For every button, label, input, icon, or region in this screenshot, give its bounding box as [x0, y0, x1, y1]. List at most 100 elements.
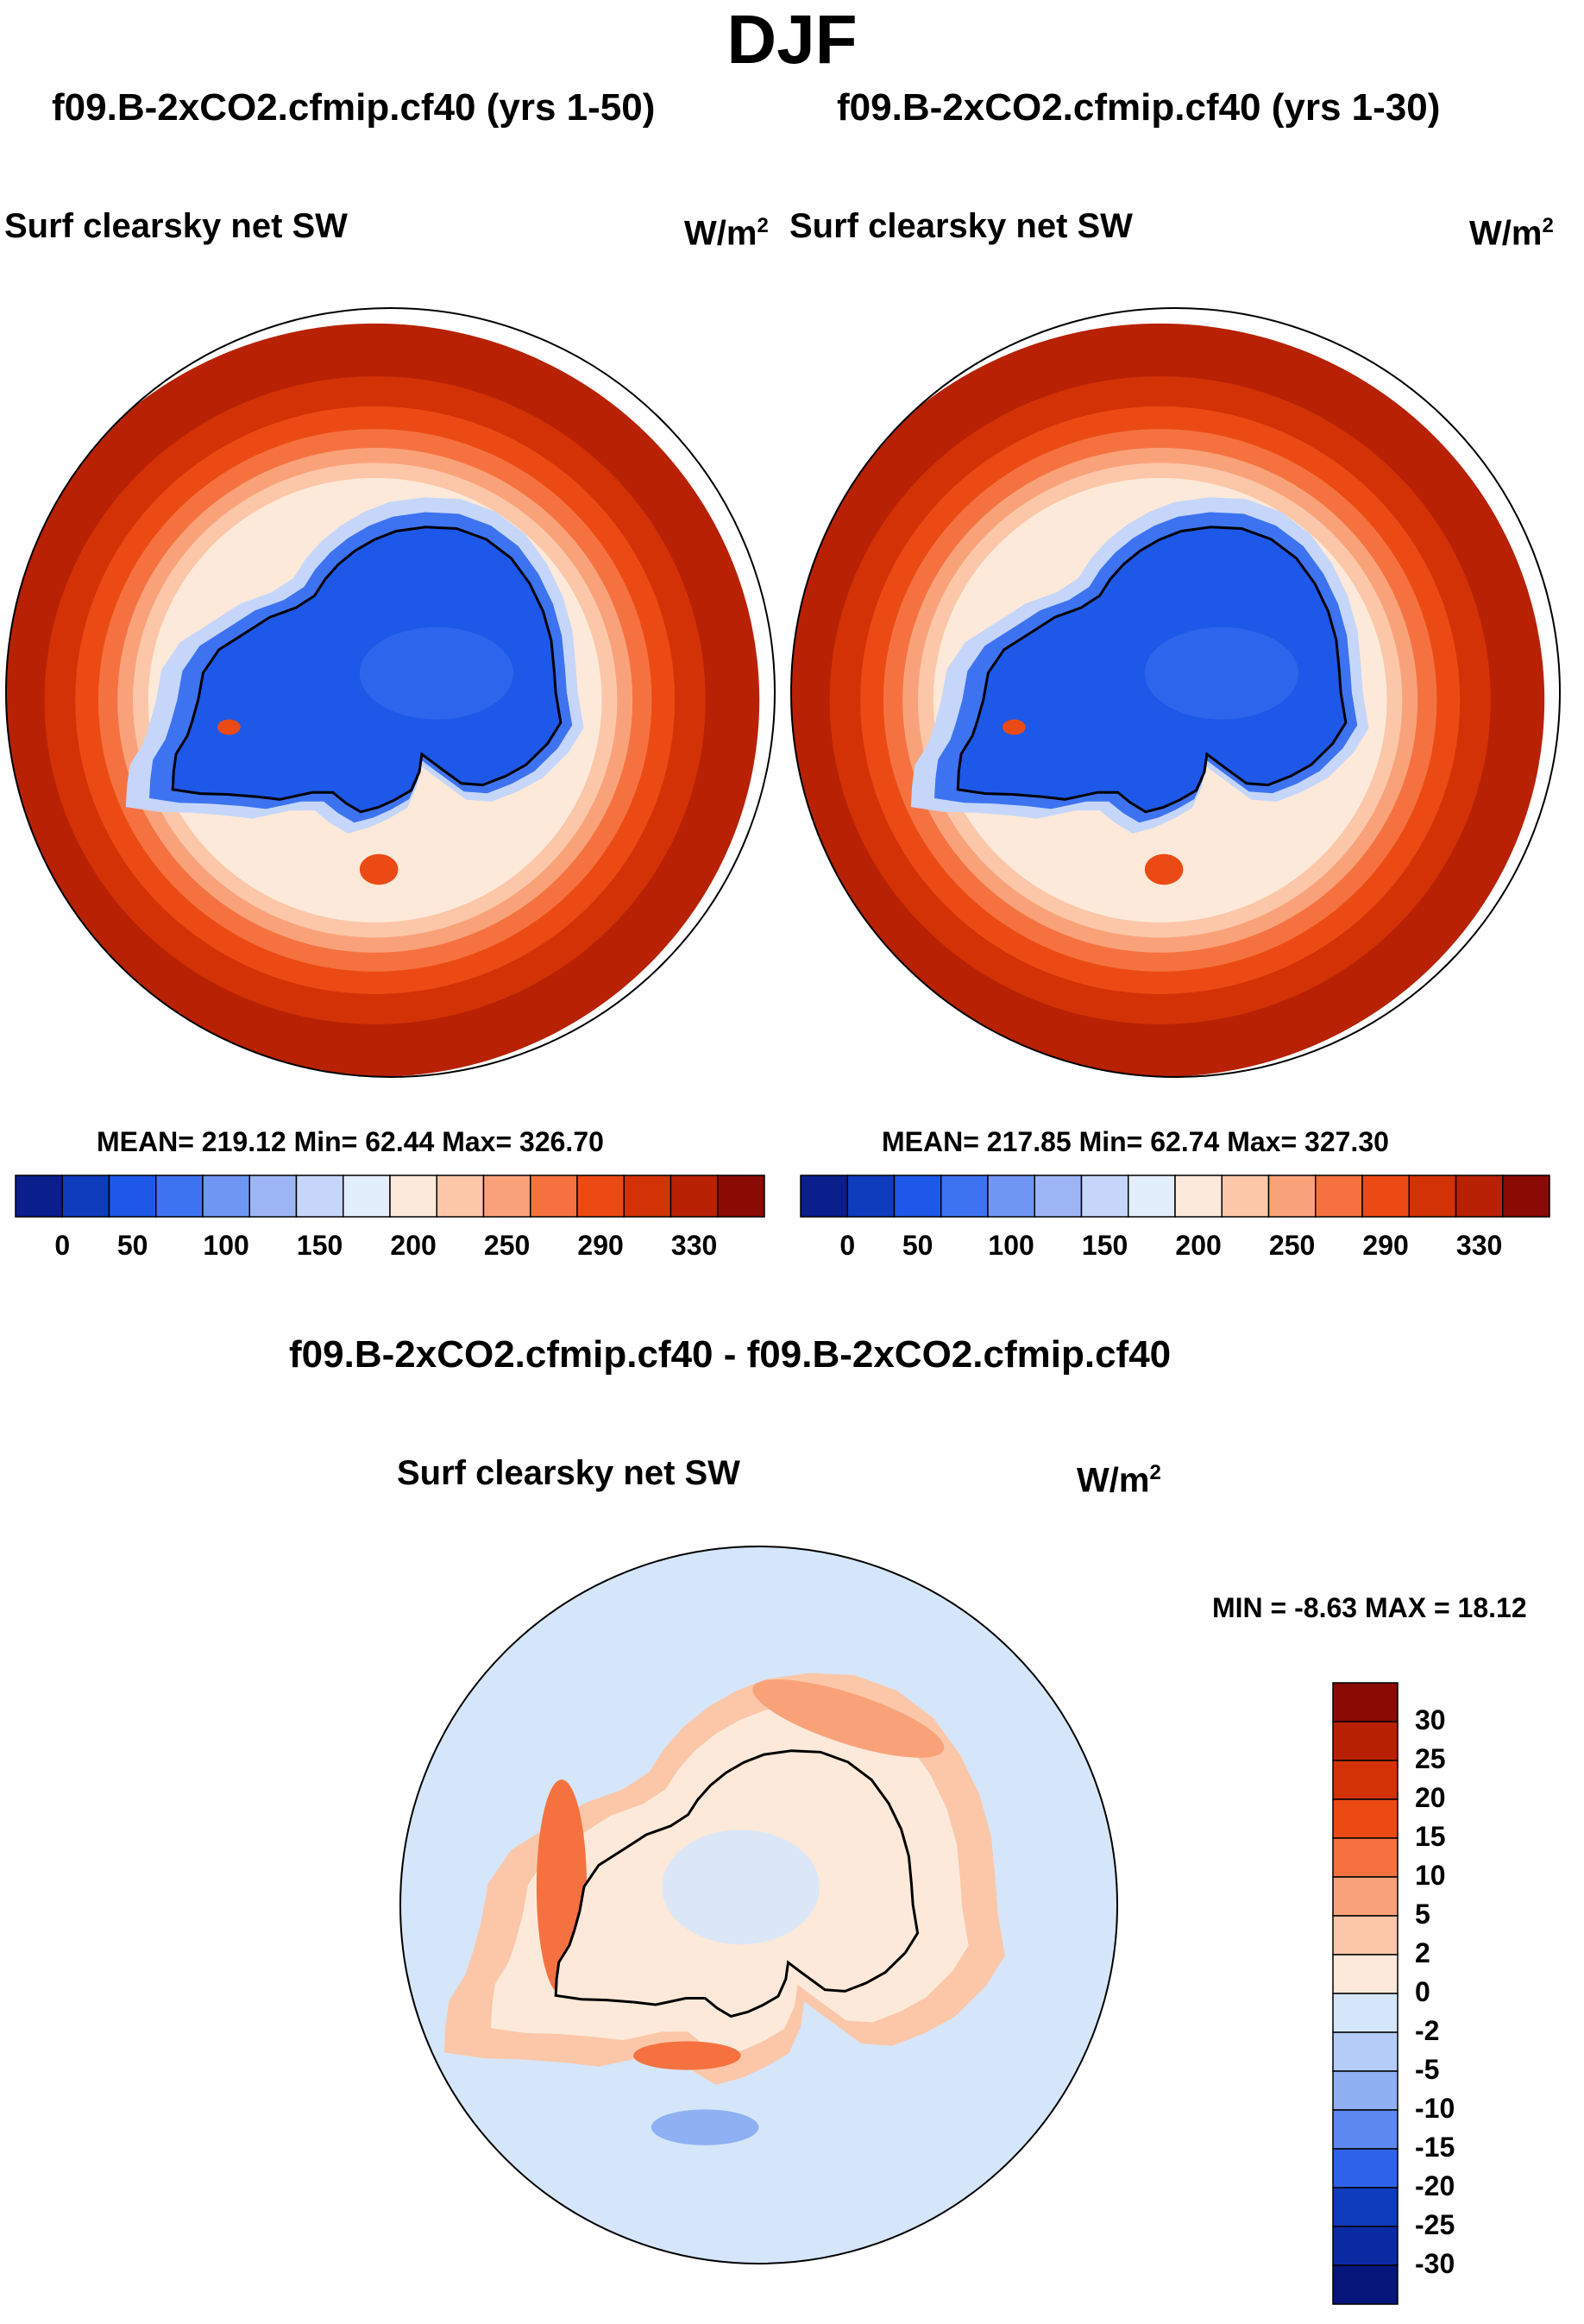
right-plateau: [1144, 627, 1299, 720]
bottom-variable-label: Surf clearsky net SW: [397, 1454, 740, 1492]
difference-colorbar-tick-label: 5: [1415, 1899, 1430, 1930]
right-colorbar-box-6: [1080, 1175, 1129, 1218]
right-units-text: W/m: [1469, 214, 1543, 253]
difference-colorbar-tick-label: -5: [1415, 2054, 1440, 2085]
difference-colorbar-box-0: [1332, 1682, 1399, 1723]
bottom-units-label: W/m2: [1077, 1461, 1161, 1500]
bottom-panel-title: f09.B-2xCO2.cfmip.cf40 - f09.B-2xCO2.cfm…: [289, 1333, 1172, 1376]
left-colorbar-box-5: [248, 1175, 298, 1218]
left-colorbar-tick-label: 200: [390, 1230, 437, 1261]
bottom-stats: MIN = -8.63 MAX = 18.12: [1212, 1592, 1527, 1623]
difference-field: [400, 1546, 1117, 2264]
right-colorbar-tick-label: 50: [902, 1230, 933, 1261]
difference-colorbar-box-10: [1332, 2070, 1399, 2111]
left-colorbar-box-1: [61, 1175, 110, 1218]
difference-negative-1: [651, 2109, 759, 2145]
left-map-border: [5, 307, 776, 1078]
right-colorbar-box-14: [1455, 1175, 1504, 1218]
right-colorbar-box-7: [1128, 1175, 1176, 1218]
difference-colorbar-box-9: [1332, 2031, 1399, 2072]
difference-polar-map: [399, 1546, 1118, 2264]
left-panel-title: f09.B-2xCO2.cfmip.cf40 (yrs 1-50): [52, 86, 656, 129]
difference-colorbar-box-11: [1332, 2109, 1399, 2150]
right-colorbar-tick-label: 200: [1175, 1230, 1222, 1261]
left-colorbar-tick-label: 250: [483, 1230, 531, 1261]
difference-colorbar-box-14: [1332, 2226, 1399, 2266]
difference-colorbar-tick-label: -10: [1415, 2093, 1455, 2124]
difference-map-border: [399, 1546, 1118, 2264]
right-units-label: W/m2: [1469, 214, 1554, 253]
right-colorbar-box-10: [1267, 1175, 1317, 1218]
difference-colorbar-box-4: [1332, 1837, 1399, 1878]
left-colorbar-box-11: [530, 1175, 578, 1218]
right-colorbar-box-0: [800, 1175, 848, 1218]
right-hotspot-2: [1144, 853, 1184, 885]
right-colorbar-tick-label: 250: [1268, 1230, 1316, 1261]
difference-colorbar-tick-label: 25: [1415, 1743, 1446, 1774]
left-units-sup: 2: [757, 214, 769, 237]
difference-colorbar-box-1: [1332, 1721, 1399, 1761]
difference-colorbar-ticks: 30 25 20 15 10 5 2 0 -2 -5 -10 -15 -20 -25 -30: [1415, 1683, 1484, 2304]
difference-colorbar-box-6: [1332, 1915, 1399, 1956]
right-colorbar-box-2: [893, 1175, 942, 1218]
difference-band-south: [633, 2041, 741, 2070]
left-hotspot-2: [359, 853, 399, 885]
left-units-text: W/m: [684, 214, 757, 253]
difference-colorbar-tick-label: 15: [1415, 1821, 1446, 1852]
left-colorbar-tick-label: 150: [296, 1230, 343, 1261]
difference-colorbar-box-3: [1332, 1798, 1399, 1839]
left-colorbar-box-15: [717, 1175, 765, 1218]
difference-colorbar-tick-label: -25: [1415, 2209, 1455, 2240]
difference-colorbar-tick-label: -2: [1415, 2015, 1440, 2046]
difference-colorbar-box-15: [1332, 2264, 1399, 2305]
difference-colorbar-tick-label: 10: [1415, 1860, 1446, 1891]
left-colorbar-tick-label: 290: [577, 1230, 624, 1261]
right-map-border: [790, 307, 1561, 1078]
difference-colorbar-tick-label: -30: [1415, 2248, 1455, 2279]
difference-colorbar-box-13: [1332, 2187, 1399, 2227]
right-colorbar-tick-label: 290: [1362, 1230, 1409, 1261]
right-colorbar-tick-label: 150: [1081, 1230, 1128, 1261]
right-polar-map: [790, 307, 1561, 1078]
left-colorbar-box-9: [436, 1175, 485, 1218]
bottom-units-sup: 2: [1149, 1461, 1161, 1484]
right-colorbar-tick-label: 330: [1455, 1230, 1503, 1261]
right-colorbar-box-12: [1361, 1175, 1410, 1218]
left-colorbar-ticks: 0 50 100 150 200 250 290 330: [16, 1230, 764, 1264]
left-colorbar-tick-label: 100: [203, 1230, 249, 1261]
left-colorbar-box-2: [108, 1175, 157, 1218]
right-stats: MEAN= 217.85 Min= 62.74 Max= 327.30: [882, 1126, 1389, 1157]
right-panel-title: f09.B-2xCO2.cfmip.cf40 (yrs 1-30): [837, 86, 1441, 129]
right-colorbar-ticks: 0 50 100 150 200 250 290 330: [801, 1230, 1549, 1264]
difference-colorbar-box-7: [1332, 1954, 1399, 1994]
difference-colorbar: [1332, 1682, 1399, 2305]
right-colorbar-box-9: [1221, 1175, 1270, 1218]
left-colorbar-box-3: [155, 1175, 204, 1218]
left-colorbar-box-12: [576, 1175, 625, 1218]
right-colorbar-tick-label: 0: [839, 1230, 856, 1261]
right-colorbar-box-8: [1174, 1175, 1223, 1218]
left-variable-label: Surf clearsky net SW: [4, 207, 348, 245]
right-colorbar-box-4: [987, 1175, 1035, 1218]
right-colorbar: [800, 1175, 1550, 1218]
left-colorbar-tick-label: 50: [116, 1230, 148, 1261]
left-colorbar-box-8: [389, 1175, 437, 1218]
bottom-units-text: W/m: [1077, 1461, 1150, 1500]
difference-colorbar-box-8: [1332, 1993, 1399, 2033]
left-colorbar-box-0: [15, 1175, 63, 1218]
right-field: [791, 323, 1545, 1077]
right-colorbar-box-13: [1408, 1175, 1457, 1218]
right-colorbar-box-11: [1315, 1175, 1363, 1218]
right-colorbar-box-15: [1502, 1175, 1550, 1218]
left-field: [6, 323, 760, 1077]
difference-colorbar-tick-label: 30: [1415, 1704, 1446, 1735]
left-colorbar: [15, 1175, 765, 1218]
left-colorbar-box-4: [202, 1175, 250, 1218]
left-units-label: W/m2: [684, 214, 769, 253]
right-units-sup: 2: [1542, 214, 1554, 237]
difference-interior: [662, 1830, 820, 1945]
main-title: DJF: [726, 1, 858, 78]
right-colorbar-box-3: [940, 1175, 989, 1218]
left-colorbar-box-13: [623, 1175, 672, 1218]
difference-colorbar-box-2: [1332, 1760, 1399, 1800]
